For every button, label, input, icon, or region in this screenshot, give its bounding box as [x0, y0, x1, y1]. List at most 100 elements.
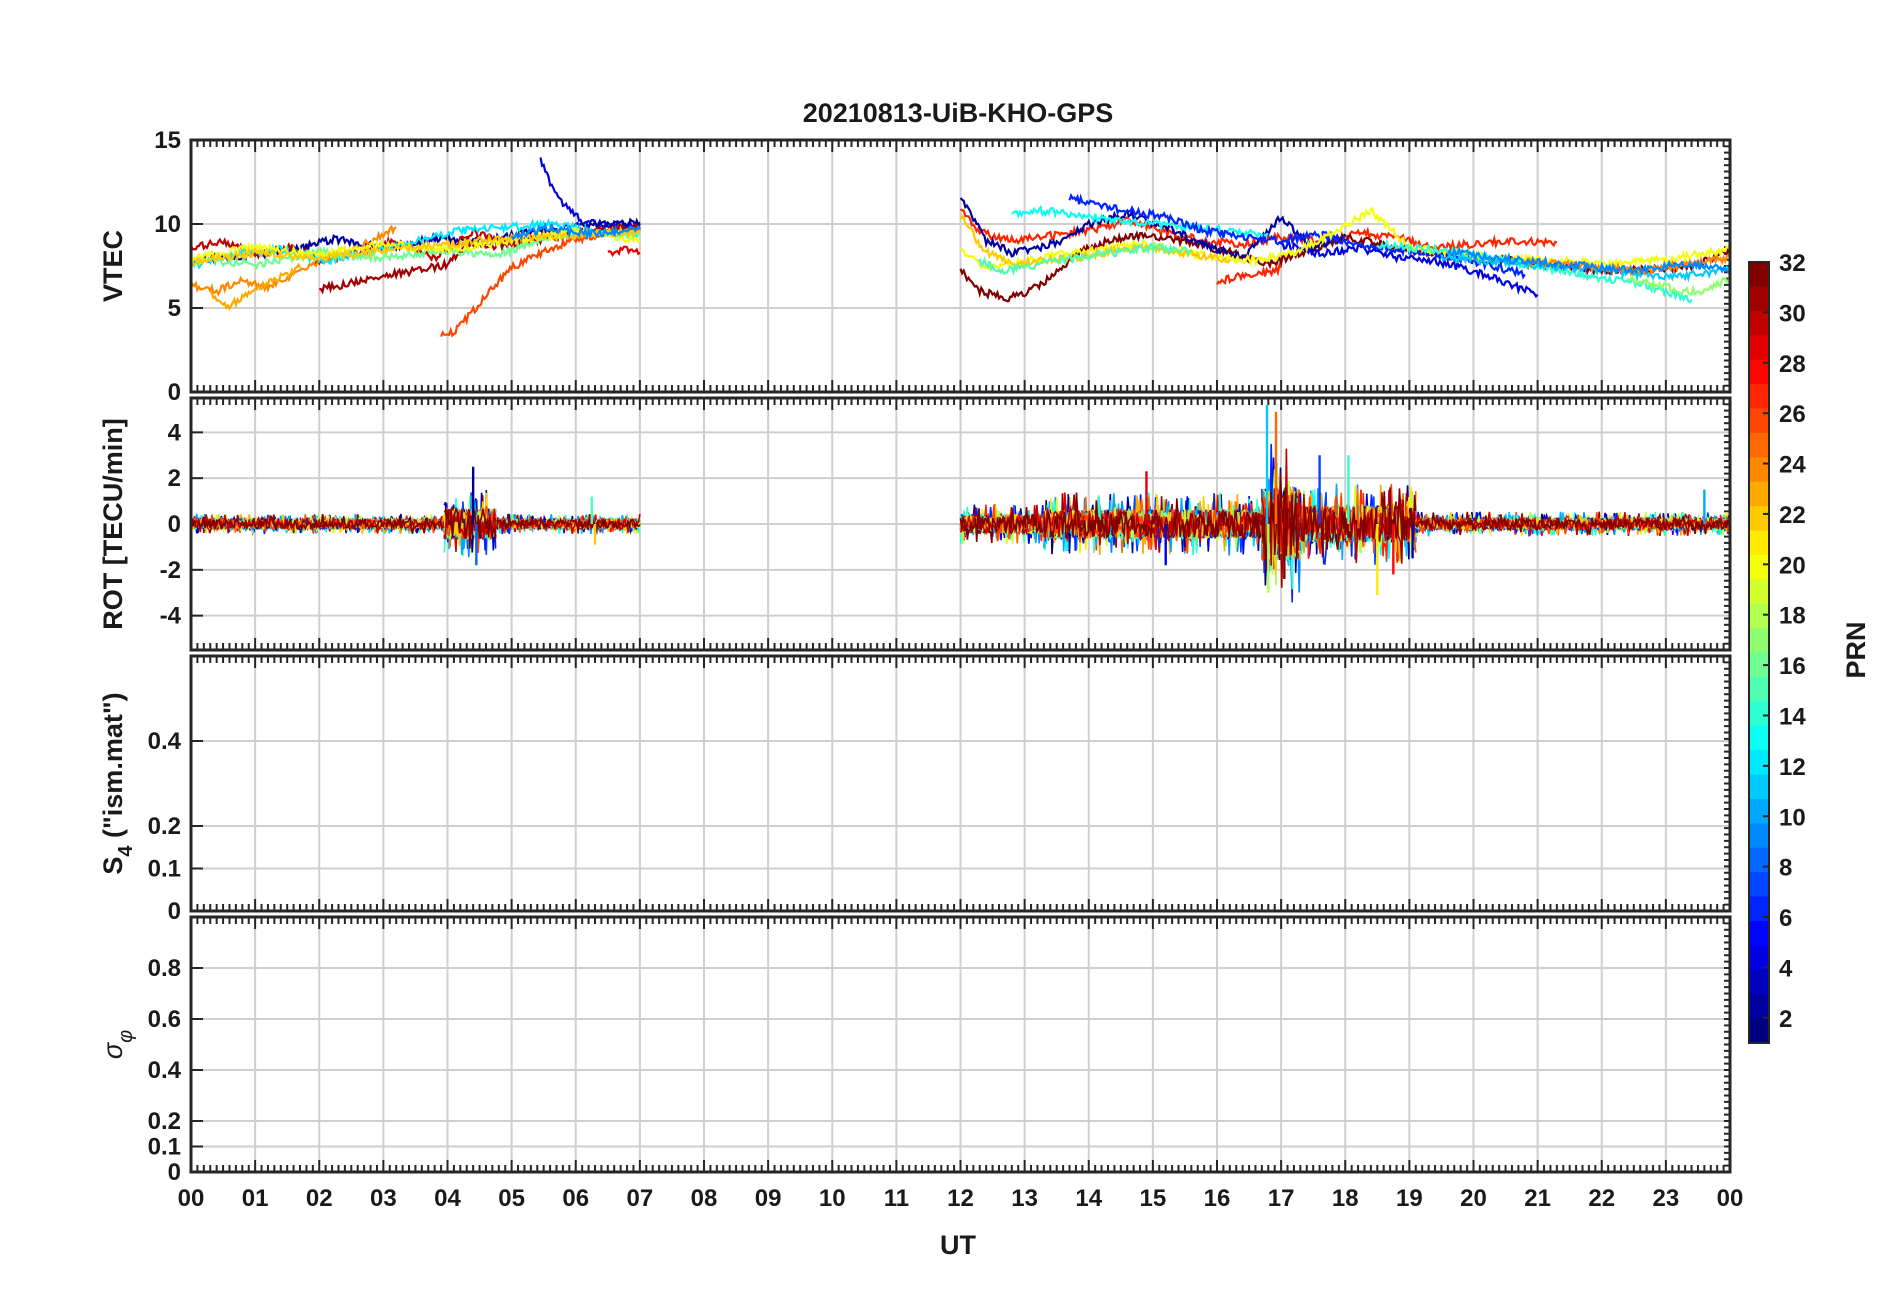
colorbar-tick-label: 8 — [1779, 855, 1792, 882]
colorbar-band-prn-1 — [1749, 1018, 1769, 1044]
panel-frame — [189, 396, 1732, 652]
y-tick-label: 0.6 — [148, 1006, 181, 1033]
colorbar-tick-label: 16 — [1779, 653, 1806, 680]
y-tick-label: 0 — [168, 898, 181, 925]
y-label-main: S — [98, 857, 128, 875]
x-tick-label: 22 — [1588, 1185, 1615, 1212]
x-tick-label: 05 — [498, 1185, 525, 1212]
y-tick-label: 0.4 — [148, 728, 182, 755]
y-tick-label: 0.8 — [148, 955, 181, 982]
panel-sigma_phi: 00.10.2 0.4 0.6 0.8 σφ — [98, 915, 1732, 1186]
colorbar-band-prn-22 — [1749, 506, 1769, 532]
colorbar-band-prn-31 — [1749, 286, 1769, 312]
y-label-rest: ("ism.mat") — [98, 692, 128, 845]
colorbar-tick-label: 18 — [1779, 603, 1806, 630]
y-tick-label: 5 — [168, 295, 181, 322]
colorbar-band-prn-29 — [1749, 335, 1769, 361]
colorbar-band-prn-10 — [1749, 798, 1769, 824]
rot-trace-prn-32 — [1415, 512, 1730, 536]
vtec-series-prn-9 — [1446, 246, 1730, 277]
colorbar-tick-label: 22 — [1779, 502, 1806, 529]
vtec-series-prn-16 — [191, 225, 641, 270]
rot-trace-prn-30 — [1415, 511, 1730, 536]
colorbar-band-prn-14 — [1749, 701, 1769, 727]
colorbar-band-prn-18 — [1749, 603, 1769, 629]
y-axis-label-s4: S4 ("ism.mat") — [98, 692, 137, 874]
colorbar-band-prn-17 — [1749, 628, 1769, 654]
colorbar-band-prn-13 — [1749, 725, 1769, 751]
panel-frame — [189, 138, 1732, 394]
x-tick-label: 00 — [178, 1185, 205, 1212]
vtec-series-prn-17 — [1626, 274, 1730, 297]
x-tick-label: 21 — [1524, 1185, 1551, 1212]
vtec-series-prn-9 — [510, 222, 641, 242]
x-tick-label: 18 — [1332, 1185, 1359, 1212]
x-tick-label: 12 — [947, 1185, 974, 1212]
colorbar-tick-label: 6 — [1779, 905, 1792, 932]
colorbar-band-prn-12 — [1749, 750, 1769, 776]
x-tick-label: 08 — [691, 1185, 718, 1212]
y-label-sub: φ — [115, 1030, 137, 1043]
colorbar-tick-label: 26 — [1779, 401, 1806, 428]
colorbar-band-prn-15 — [1749, 676, 1769, 702]
rot-trace-prn-26 — [1043, 507, 1263, 554]
rot-trace-prn-32 — [959, 506, 1045, 544]
panel-data-vtec — [191, 157, 1730, 338]
colorbar-band-prn-24 — [1749, 457, 1769, 483]
vtec-series-prn-14 — [1376, 238, 1693, 305]
colorbar-band-prn-3 — [1749, 969, 1769, 995]
panel-frame — [189, 654, 1732, 913]
rot-trace-prn-30 — [1043, 504, 1263, 546]
colorbar-band-prn-2 — [1749, 994, 1769, 1020]
panel-rot: -4 -2 0 2 4 ROT [TECU/min] — [98, 396, 1732, 652]
y-axis-label-vtec: VTEC — [98, 230, 128, 302]
y-tick-label: 0.2 — [148, 1108, 181, 1135]
x-tick-label: 14 — [1075, 1185, 1102, 1212]
y-tick-label: 15 — [154, 127, 181, 154]
colorbar-band-prn-6 — [1749, 896, 1769, 922]
panel-data-rot — [191, 404, 1730, 603]
y-tick-label: 0 — [168, 511, 181, 538]
x-tick-label: 15 — [1140, 1185, 1167, 1212]
vtec-series-prn-23 — [209, 262, 301, 311]
y-tick-label: -4 — [160, 603, 182, 630]
x-tick-label: 20 — [1460, 1185, 1487, 1212]
rot-trace-prn-32 — [444, 506, 497, 549]
chart-title: 20210813-UiB-KHO-GPS — [803, 98, 1114, 128]
x-tick-label: 13 — [1011, 1185, 1038, 1212]
colorbar-band-prn-11 — [1749, 774, 1769, 800]
colorbar-band-prn-20 — [1749, 554, 1769, 580]
y-tick-label: 0 — [168, 379, 181, 406]
colorbar-tick-label: 2 — [1779, 1006, 1792, 1033]
colorbar-tick-label: 32 — [1779, 250, 1806, 277]
vtec-series-prn-22 — [959, 213, 1231, 270]
vtec-series-prn-15 — [978, 242, 1192, 277]
x-tick-label: 16 — [1204, 1185, 1231, 1212]
colorbar-label: PRN — [1841, 621, 1871, 678]
vtec-series-prn-29 — [607, 245, 641, 258]
x-tick-label: 11 — [884, 1185, 909, 1212]
y-tick-label: 0 — [168, 1159, 181, 1186]
colorbar-band-prn-25 — [1749, 432, 1769, 458]
colorbar-band-prn-27 — [1749, 384, 1769, 410]
x-tick-label: 06 — [562, 1185, 589, 1212]
panel-vtec: 0 5 10 15 VTEC — [98, 127, 1732, 406]
panel-s4: 0 0.1 0.2 0.4 S4 ("ism.mat") — [98, 654, 1732, 925]
colorbar-band-prn-9 — [1749, 823, 1769, 849]
colorbar-tick-label: 28 — [1779, 351, 1806, 378]
x-tick-label: 10 — [819, 1185, 846, 1212]
y-tick-label: -2 — [160, 557, 181, 584]
y-tick-label: 0.1 — [148, 1134, 181, 1161]
colorbar-band-prn-21 — [1749, 530, 1769, 556]
x-tick-label: 09 — [755, 1185, 782, 1212]
colorbar-band-prn-28 — [1749, 359, 1769, 385]
y-axis-label-sigma_phi: σφ — [98, 1030, 137, 1059]
colorbar-band-prn-7 — [1749, 872, 1769, 898]
colorbar-band-prn-4 — [1749, 945, 1769, 971]
y-tick-label: 0.2 — [148, 813, 181, 840]
y-tick-label: 0.1 — [148, 856, 181, 883]
x-tick-label: 01 — [242, 1185, 269, 1212]
